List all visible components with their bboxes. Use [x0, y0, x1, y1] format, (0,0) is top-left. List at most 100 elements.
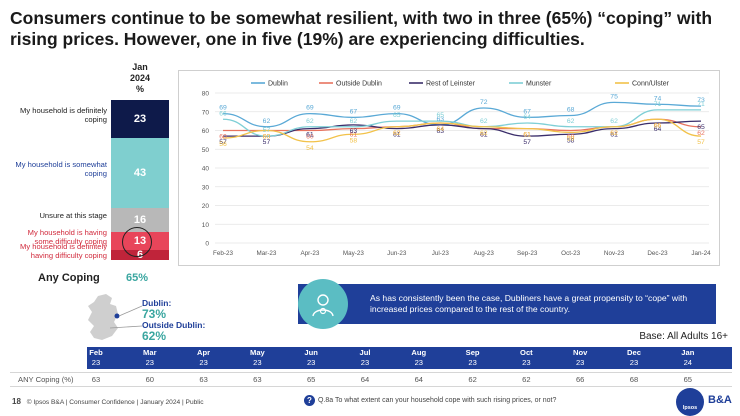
data-label: 65: [393, 112, 401, 119]
data-label: 60: [263, 134, 271, 141]
table-cell: 63: [91, 375, 101, 384]
person-icon: [298, 279, 348, 329]
data-label: 69: [393, 105, 401, 112]
series-line: [222, 120, 702, 137]
data-label: 62: [393, 130, 401, 137]
data-label: 72: [480, 99, 488, 106]
data-label: 64: [436, 126, 444, 133]
ireland-map-icon: [88, 294, 143, 340]
table-header-cell: Oct 23: [506, 347, 546, 367]
data-label: 61: [523, 132, 531, 139]
line-chart-svg: 0 10 20 30 40 50 60 70 80 Feb-23 Mar-23 Apr-23 May-2…: [202, 81, 711, 258]
x-tick-label: Sep-23: [517, 250, 538, 257]
table-header-cell: Feb 23: [76, 347, 116, 367]
data-label: 62: [610, 130, 618, 137]
y-tick-label: 40: [202, 166, 210, 173]
table-cell: 62: [522, 375, 531, 384]
table-header-cell: Jul 23: [345, 347, 385, 367]
data-label: 57: [263, 127, 271, 134]
data-label: 65: [436, 112, 444, 119]
legend-label: Rest of Leinster: [426, 81, 476, 88]
data-label: 58: [567, 137, 575, 144]
y-tick-label: 70: [202, 109, 210, 116]
data-label: 61: [393, 132, 401, 139]
data-label: 62: [480, 130, 488, 137]
data-label: 62: [306, 118, 314, 125]
table-divider: [10, 372, 732, 373]
data-label: 71: [697, 101, 705, 108]
data-label: 73: [697, 97, 705, 104]
outside-dublin-label: Outside Dublin:: [142, 320, 206, 330]
data-label: 69: [306, 105, 314, 112]
data-label: 66: [219, 110, 227, 117]
logo-mark: Ipsos: [682, 405, 698, 411]
x-tick-label: May-23: [343, 250, 364, 257]
data-label: 61: [480, 132, 488, 139]
data-label: 63: [436, 116, 444, 123]
data-label: 54: [306, 145, 314, 152]
table-cell: 64: [414, 375, 424, 384]
data-label: 62: [567, 118, 575, 125]
table-header-year: 23: [145, 357, 155, 367]
data-label: 61: [523, 132, 531, 139]
any-coping-label: Any Coping: [38, 272, 100, 284]
outside-dublin-value: 62%: [142, 329, 167, 343]
table-cell: 63: [199, 375, 208, 384]
table-header-month: Oct: [520, 348, 533, 357]
series-line: [222, 109, 701, 137]
data-label: 68: [567, 107, 575, 114]
data-label: 59: [567, 135, 575, 142]
legend-label: Conn/Ulster: [632, 81, 670, 88]
legend-label: Munster: [526, 81, 552, 88]
table-cell: 64: [360, 375, 370, 384]
table-header-month: Mar: [143, 348, 157, 357]
table-header-year: 23: [199, 357, 208, 367]
footer-question: Q.8a To what extent can your household c…: [318, 397, 557, 404]
x-tick-label: Feb-23: [213, 250, 233, 257]
table-cell: 63: [253, 375, 262, 384]
data-label: 60: [263, 134, 271, 141]
table-header-cell: Jun 23: [291, 347, 331, 367]
data-label: 65: [697, 124, 705, 131]
table-header-cell: Sep 23: [453, 347, 493, 367]
table-header-month: Aug: [411, 348, 427, 357]
question-icon: ?: [304, 395, 315, 406]
y-tick-label: 20: [202, 203, 210, 210]
data-label: 75: [610, 93, 618, 100]
y-tick-label: 10: [202, 222, 210, 229]
table-header-year: 23: [414, 357, 424, 367]
table-header-cell: Jan 24: [668, 347, 708, 367]
table-header-cell: Aug 23: [399, 347, 439, 367]
data-label: 67: [523, 108, 531, 115]
table-row-label: ANY Coping (%): [18, 375, 74, 384]
data-label: 61: [306, 132, 314, 139]
data-label: 57: [219, 139, 227, 146]
table-header-year: 23: [306, 357, 316, 367]
footer: 18 © Ipsos B&A | Consumer Confidence | J…: [12, 397, 204, 406]
stack-segment-label: My household is somewhat coping: [15, 159, 107, 178]
data-label: 61: [610, 132, 618, 139]
x-tick-label: Oct-23: [561, 250, 580, 257]
table-cell: 62: [468, 375, 477, 384]
ipsos-logo: Ipsos: [676, 388, 704, 416]
table-header-month: Dec: [627, 348, 641, 357]
data-label: 63: [436, 128, 444, 135]
table-cell: 66: [575, 375, 585, 384]
table-header-cell: Dec 23: [614, 347, 654, 367]
y-tick-label: 50: [202, 147, 210, 154]
table-header-cell: Mar 23: [130, 347, 170, 367]
data-label: 71: [654, 101, 662, 108]
data-label: 62: [697, 130, 705, 137]
data-label: 69: [219, 105, 227, 112]
table-cell: 65: [306, 375, 316, 384]
insight-banner: [298, 284, 716, 324]
insight-text: As has consistently been the case, Dubli…: [370, 293, 688, 314]
table-header-year: 23: [253, 357, 262, 367]
data-label: 63: [350, 128, 358, 135]
stack-segment: 43: [111, 138, 169, 208]
table-header-cell: Nov 23: [560, 347, 600, 367]
table-cell: 65: [683, 375, 693, 384]
table-header-month: Jan: [681, 348, 695, 357]
footer-text: © Ipsos B&A | Consumer Confidence | Janu…: [26, 399, 204, 406]
data-label: 57: [263, 139, 271, 146]
